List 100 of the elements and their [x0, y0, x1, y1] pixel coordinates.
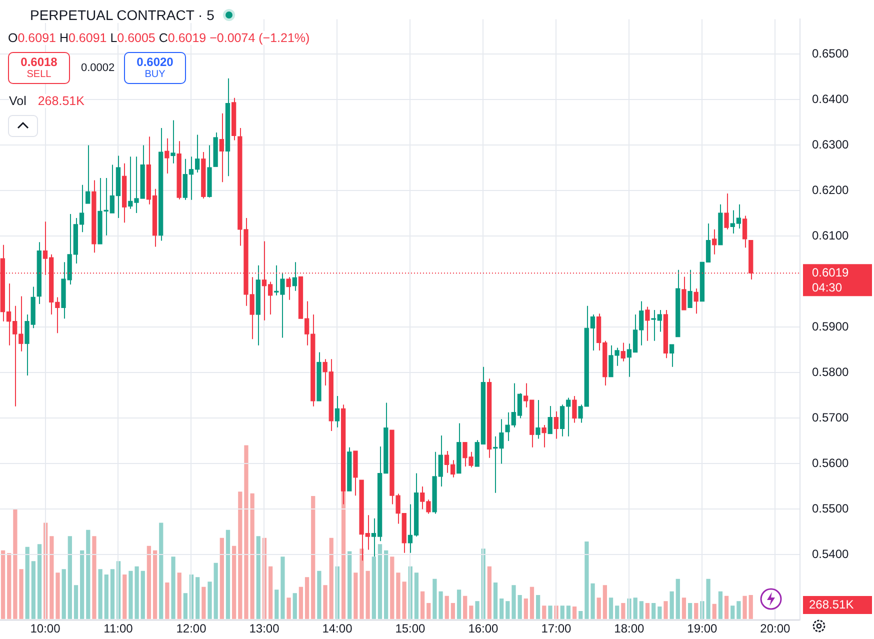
bar [159, 522, 164, 619]
bar [718, 591, 723, 619]
bar [140, 570, 145, 619]
annotation: 0.6020 [136, 55, 174, 69]
bar [560, 606, 564, 619]
bar [171, 556, 176, 619]
bar [152, 550, 158, 619]
bar [688, 603, 692, 619]
bar [7, 553, 12, 619]
bar [196, 577, 200, 619]
bar [512, 585, 516, 619]
ref-line-label: 0.6019 [812, 265, 850, 280]
bar [92, 536, 96, 619]
bar [566, 606, 571, 619]
bar [493, 582, 498, 619]
x-tick-label: 16:00 [468, 621, 499, 636]
candlestick [292, 262, 297, 292]
bar [426, 603, 431, 619]
bar [475, 601, 480, 619]
bar [420, 591, 425, 619]
bar [372, 556, 376, 619]
bar [676, 578, 680, 619]
bar [578, 611, 583, 619]
bar [317, 570, 322, 619]
bar [354, 572, 358, 619]
y-tick-label: 0.6200 [812, 183, 850, 198]
bar [62, 569, 66, 619]
bar [304, 577, 310, 619]
bar [608, 598, 614, 619]
bar [694, 603, 698, 619]
bar [0, 550, 6, 619]
y-tick-label: 0.5700 [812, 410, 850, 425]
candlestick [742, 215, 748, 248]
bar [615, 606, 620, 619]
bar [450, 603, 456, 619]
bar [633, 598, 638, 619]
bar [122, 574, 127, 619]
bar [104, 574, 108, 619]
bar [652, 603, 656, 619]
text: 268.51K [809, 597, 854, 612]
bar [621, 603, 626, 619]
bar [74, 585, 78, 619]
text: 268.51K [38, 94, 84, 108]
y-tick-label: 0.5800 [812, 365, 850, 380]
bar [682, 598, 686, 619]
x-tick-label: 15:00 [395, 621, 426, 636]
bar [286, 598, 291, 619]
bar [730, 606, 735, 619]
bar [214, 562, 218, 619]
bar [280, 556, 285, 619]
candlestick [164, 138, 170, 174]
bar [98, 569, 102, 619]
x-tick-label: 17:00 [541, 621, 572, 636]
candlestick [542, 424, 546, 448]
candlestick [554, 410, 559, 440]
x-tick-label: 12:00 [176, 621, 207, 636]
bar [456, 590, 462, 619]
bar [748, 595, 753, 619]
bar [329, 538, 334, 619]
bar [220, 538, 224, 619]
bar [664, 601, 668, 619]
y-tick-label: 0.5400 [812, 547, 850, 562]
bar [348, 551, 352, 619]
candlestick [682, 276, 686, 310]
bar [500, 598, 504, 619]
bar [469, 606, 474, 619]
y-tick-label: 0.5500 [812, 502, 850, 516]
bar [110, 569, 115, 619]
bar [68, 536, 72, 619]
bar [602, 585, 608, 619]
x-tick-label: 14:00 [322, 621, 353, 636]
y-tick-label: 0.6400 [812, 92, 850, 106]
bar [256, 536, 260, 619]
x-tick-label: 18:00 [614, 621, 645, 636]
bar [208, 582, 212, 619]
bar [487, 566, 492, 619]
bar [226, 530, 230, 619]
x-tick-label: 10:00 [30, 621, 61, 636]
bar [414, 572, 419, 619]
bar [31, 561, 36, 619]
bar [232, 546, 236, 619]
bar [596, 598, 601, 619]
annotation: 0.6018 [20, 55, 58, 69]
bar [238, 492, 242, 619]
candlestick [572, 395, 577, 424]
candlestick [694, 288, 698, 314]
bar [183, 593, 188, 619]
bar [360, 548, 364, 619]
y-tick-label: 0.6500 [812, 46, 850, 61]
bar [25, 546, 30, 619]
bar [268, 566, 273, 619]
candlestick [712, 228, 717, 255]
bar [177, 572, 182, 619]
y-tick-label: 0.5900 [812, 320, 850, 334]
bar [56, 572, 60, 619]
bar [86, 530, 90, 619]
bar [518, 595, 522, 619]
annotation: SELL [26, 69, 52, 80]
y-tick-label: 0.6100 [812, 228, 850, 243]
bar [50, 536, 54, 619]
